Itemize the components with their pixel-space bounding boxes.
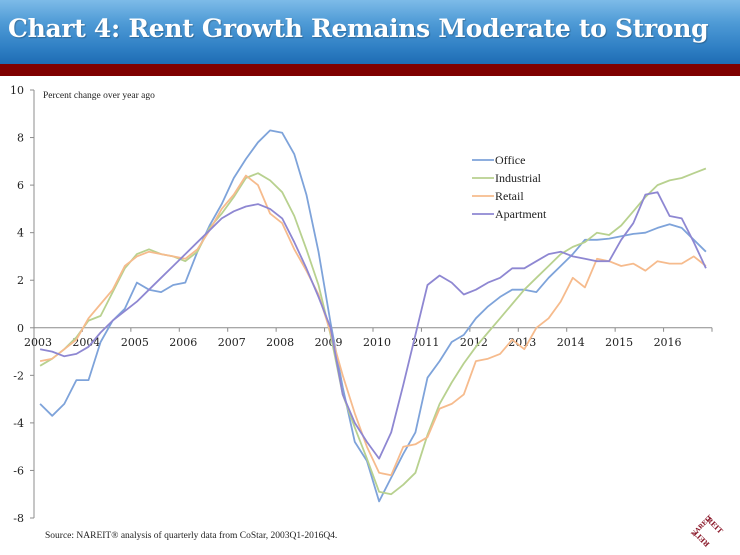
- series-line-retail: [39, 174, 707, 477]
- y-ticks: 10 8 6 4 2 0 -2 -4 -6 -8: [10, 84, 34, 525]
- legend-label-retail: Retail: [495, 189, 524, 203]
- x-tick-label: 2008: [266, 336, 294, 349]
- x-tick-label: 2007: [218, 336, 246, 349]
- x-tick-label: 2003: [24, 336, 52, 349]
- legend: Office Industrial Retail Apartment: [472, 153, 547, 221]
- x-tick-label: 2011: [411, 336, 439, 349]
- y-tick-label: 10: [10, 84, 24, 97]
- legend-label-office: Office: [495, 153, 525, 167]
- y-tick-label: 6: [17, 179, 24, 192]
- title-banner: Chart 4: Rent Growth Remains Moderate to…: [0, 0, 740, 64]
- y-tick-label: -6: [13, 464, 24, 477]
- legend-label-apartment: Apartment: [495, 207, 547, 221]
- x-tick-label: 2014: [557, 336, 585, 349]
- y-axis-label: Percent change over year ago: [43, 91, 155, 101]
- x-tick-label: 2004: [72, 336, 100, 349]
- x-tick-label: 2010: [363, 336, 391, 349]
- series-line-apartment: [39, 191, 707, 460]
- x-ticks: 2003 2004 2005 2006 2007 2008 2009 2010 2011 2012…: [24, 327, 713, 349]
- series-lines: [39, 129, 707, 503]
- page-title: Chart 4: Rent Growth Remains Moderate to…: [8, 14, 709, 43]
- y-tick-label: 0: [17, 322, 24, 335]
- y-tick-label: -2: [13, 369, 24, 382]
- series-line-office: [39, 129, 707, 503]
- x-tick-label: 2009: [315, 336, 343, 349]
- y-tick-label: -4: [13, 417, 24, 430]
- x-tick-label: 2016: [654, 336, 682, 349]
- x-tick-label: 2012: [460, 336, 488, 349]
- x-tick-label: 2015: [605, 336, 633, 349]
- legend-label-industrial: Industrial: [495, 171, 542, 185]
- header-divider: [0, 64, 740, 76]
- y-tick-label: 8: [17, 132, 24, 145]
- x-tick-label: 2006: [169, 336, 197, 349]
- y-tick-label: 4: [17, 227, 24, 240]
- line-chart: 10 8 6 4 2 0 -2 -4 -6 -8 2003 2004 2005 2006 2007 2008…: [10, 84, 713, 525]
- y-tick-label: 2: [17, 274, 24, 287]
- x-tick-label: 2005: [121, 336, 149, 349]
- series-line-industrial: [39, 167, 707, 496]
- nareit-logo: REIT REIT NAREIT: [690, 514, 725, 549]
- y-tick-label: -8: [13, 512, 24, 525]
- source-note: Source: NAREIT® analysis of quarterly da…: [45, 531, 338, 541]
